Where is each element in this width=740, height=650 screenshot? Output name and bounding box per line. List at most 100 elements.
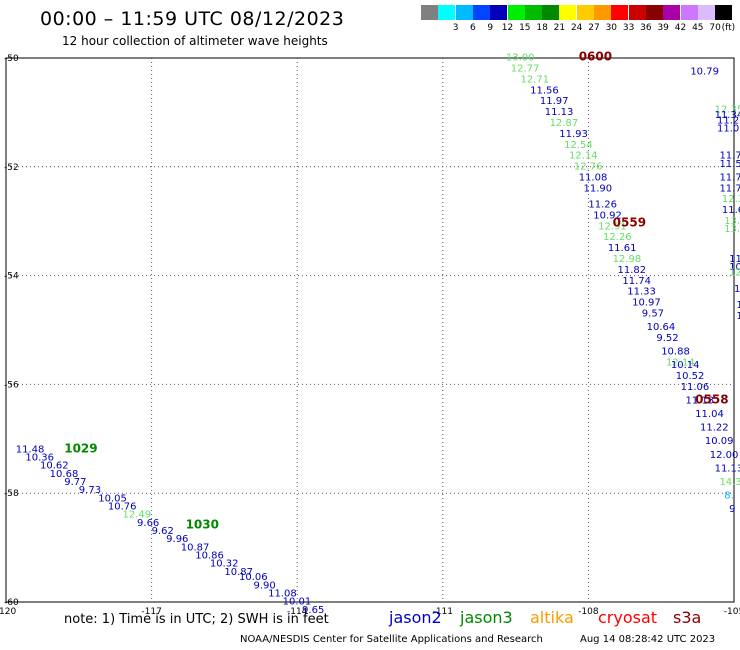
wave-height-label: 12.87	[550, 118, 579, 129]
lat-tick-label: -56	[4, 380, 19, 390]
map-frame	[5, 57, 735, 603]
wave-height-label: 12.14	[569, 151, 598, 162]
colorscale-swatch	[611, 5, 629, 20]
footer-note: note: 1) Time is in UTC; 2) SWH is in fe…	[64, 612, 329, 627]
colorscale-label: 9	[487, 23, 494, 33]
wave-height-label: 11.56	[530, 85, 559, 96]
wave-height-label: 12.5	[729, 268, 740, 279]
wave-height-label: 11.82	[618, 265, 647, 276]
wave-height-label: 12.77	[511, 64, 540, 75]
wave-height-label: 11.06	[681, 382, 710, 393]
track-time-label: 0600	[579, 50, 612, 64]
colorscale-swatch	[490, 5, 508, 20]
lon-tick-label: -111	[433, 607, 453, 617]
map-subtitle: 12 hour collection of altimeter wave hei…	[62, 34, 328, 48]
colorscale-swatch	[472, 5, 490, 20]
wave-height-label: 9.62	[152, 526, 174, 537]
wave-height-label: 11.34	[715, 110, 740, 121]
wave-height-label: 9.90	[254, 580, 276, 591]
wave-height-label: 10.36	[25, 453, 54, 464]
wave-height-label: 13.53	[724, 216, 740, 227]
generated-timestamp: Aug 14 08:28:42 UTC 2023	[580, 634, 716, 645]
wave-height-label: 11.90	[584, 183, 613, 194]
colorscale-label: 21	[553, 23, 566, 33]
wave-height-label: 11.13	[685, 395, 714, 406]
wave-height-label: 9.65	[302, 605, 324, 616]
lon-tick-label: -105	[724, 607, 740, 617]
lat-tick-label: -60	[4, 598, 19, 608]
wave-height-label: 11.93	[559, 129, 588, 140]
wave-height-label: 11.9	[729, 254, 740, 265]
wave-height-label: 11.04	[695, 409, 724, 420]
wave-height-label: 9.57	[642, 308, 664, 319]
wave-height-label: 11.22	[700, 423, 729, 434]
colorscale-swatch	[455, 5, 473, 20]
wave-height-label: 10.32	[210, 559, 239, 570]
colorscale-label: 70	[709, 23, 721, 33]
colorscale-swatch	[507, 5, 525, 20]
colorscale-label: 6	[470, 23, 476, 33]
wave-height-label: 10.88	[661, 346, 690, 357]
wave-height-label: 10	[739, 322, 740, 333]
lat-tick-label: -54	[4, 272, 19, 282]
wave-height-label: 11.61	[608, 243, 637, 254]
lon-tick-label: -120	[0, 607, 16, 617]
wave-height-label: 11.	[736, 300, 740, 311]
wave-height-label: 10.52	[676, 371, 705, 382]
wave-height-label: 11.08	[579, 172, 608, 183]
colorscale-swatch	[594, 5, 611, 20]
wave-height-label: 10.97	[632, 298, 661, 309]
colorscale-label: 15	[519, 23, 531, 33]
wave-height-label: 12.35	[715, 104, 740, 115]
wave-height-label: 11.97	[540, 96, 569, 107]
colorscale-label: 30	[605, 23, 618, 33]
colorscale-swatch	[628, 5, 646, 20]
satellite-legend-s3a: s3a	[673, 608, 702, 627]
wave-height-label: 10.68	[50, 469, 79, 480]
wave-height-label: 10.87	[181, 542, 210, 553]
colorscale-swatch	[438, 5, 456, 20]
wave-height-label: 12.71	[520, 74, 549, 85]
colorscale-label: 45	[692, 23, 704, 33]
lat-tick-label: -58	[4, 489, 19, 499]
track-time-label: 1030	[186, 518, 219, 532]
colorscale-label: 36	[640, 23, 652, 33]
wave-height-label: 9	[729, 504, 735, 515]
colorscale-swatch	[645, 5, 663, 20]
wave-height-label: 11.64	[722, 205, 740, 216]
wave-height-label: 10.8	[729, 262, 740, 273]
wave-height-label: 12.91	[598, 221, 627, 232]
lon-tick-label: -108	[578, 607, 599, 617]
colorscale-unit: (ft)	[721, 23, 736, 33]
wave-height-label: 9.96	[166, 534, 188, 545]
wave-height-label: 12.14	[666, 357, 695, 368]
wave-height-label: 11.33	[627, 287, 656, 298]
satellite-legend-jason2: jason2	[389, 608, 442, 627]
wave-height-label: 11.70	[719, 172, 740, 183]
wave-height-label: 9.66	[137, 518, 159, 529]
colorscale-label: 42	[674, 23, 687, 33]
colorscale-label: 18	[536, 23, 548, 33]
wave-height-label: 11.13	[715, 463, 740, 474]
wave-height-label: 8.	[724, 491, 734, 502]
lat-tick-label: -52	[4, 163, 19, 173]
wave-height-label: 12.49	[122, 510, 151, 521]
wave-height-label: 13.00	[506, 53, 535, 64]
wave-height-label: 11	[736, 311, 740, 322]
wave-height-label: 11.48	[16, 444, 45, 455]
wave-height-label: 10	[739, 330, 740, 341]
wave-height-label: 10.76	[108, 502, 137, 513]
colorscale-swatch	[542, 5, 560, 20]
colorscale-swatch	[680, 5, 698, 20]
wave-height-label: 11.75	[719, 151, 740, 162]
wave-height-label: 11.26	[717, 115, 740, 126]
wave-height-label: 10.09	[705, 436, 734, 447]
colorscale-swatch	[663, 5, 681, 20]
wave-height-label: 10.7	[734, 284, 740, 295]
wave-height-label: 12.76	[574, 162, 603, 173]
wave-height-label: 11.13	[545, 107, 574, 118]
wave-height-label: 10.92	[593, 210, 622, 221]
wave-height-label: 11.02	[717, 123, 740, 134]
wave-height-label: 10.01	[283, 597, 312, 608]
